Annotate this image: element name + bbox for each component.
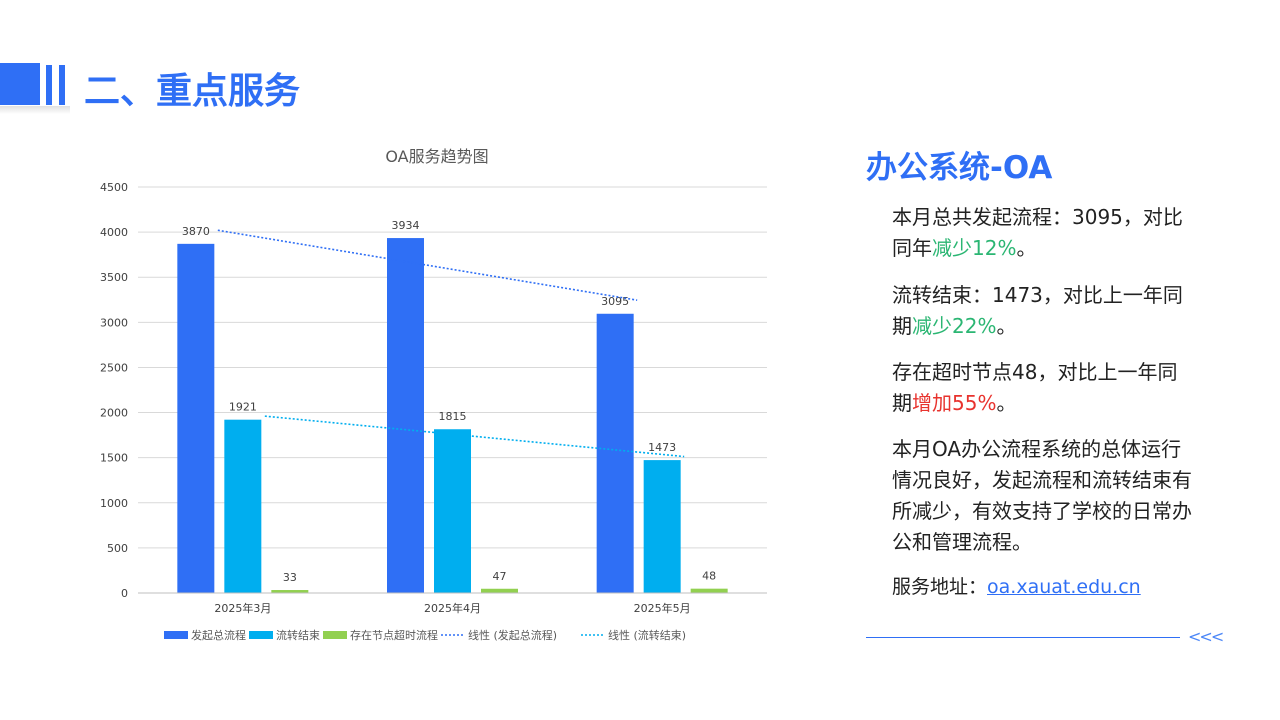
legend-label: 线性 (发起总流程) (468, 628, 557, 642)
header-shadow (0, 106, 70, 114)
y-tick-label: 2000 (100, 407, 128, 420)
legend-label: 线性 (流转结束) (608, 628, 686, 642)
data-label: 3870 (182, 225, 210, 238)
bar (434, 429, 471, 593)
y-tick-label: 500 (107, 542, 128, 555)
data-label: 1921 (229, 401, 257, 414)
legend-swatch (249, 631, 273, 639)
bar (271, 590, 309, 593)
stat-paragraph-initiated: 本月总共发起流程：3095，对比同年减少12%。 (892, 202, 1192, 264)
header-accent-block (0, 63, 40, 105)
data-label: 3095 (601, 295, 629, 308)
service-address: 服务地址：oa.xauat.edu.cn (892, 572, 1141, 599)
stat-tail: 。 (1016, 236, 1037, 260)
legend-label: 流转结束 (276, 628, 320, 642)
legend-swatch (164, 631, 188, 639)
stat-text: 存在超时节点48，对比上一年同期 (892, 360, 1178, 415)
y-tick-label: 4500 (100, 181, 128, 194)
data-label: 1473 (648, 441, 676, 454)
y-tick-label: 3000 (100, 316, 128, 329)
data-label: 3934 (392, 219, 420, 232)
stat-change-decrease: 减少12% (932, 236, 1017, 260)
bar (596, 313, 634, 593)
legend-label: 存在节点超时流程 (350, 628, 438, 642)
data-label: 48 (702, 570, 716, 583)
data-label: 33 (283, 571, 297, 584)
y-tick-label: 3500 (100, 271, 128, 284)
x-tick-label: 2025年4月 (424, 601, 481, 615)
y-tick-label: 0 (121, 587, 128, 600)
service-address-label: 服务地址： (892, 576, 988, 598)
data-label: 47 (493, 570, 507, 583)
stat-text: 流转结束：1473，对比上一年同期 (892, 283, 1183, 338)
header-accent-bar (59, 65, 65, 105)
bar (690, 588, 728, 593)
bar (177, 243, 215, 593)
decorative-line (866, 637, 1180, 638)
stat-text: 本月总共发起流程：3095，对比同年 (892, 205, 1183, 260)
stat-tail: 。 (996, 314, 1017, 338)
service-address-link[interactable]: oa.xauat.edu.cn (987, 576, 1141, 598)
legend-swatch (323, 631, 347, 639)
y-tick-label: 2500 (100, 361, 128, 374)
trendline (217, 229, 638, 301)
oa-trend-chart: OA服务趋势图 0 500 1000 1500 2000 2500 3000 3500 4000 4… (100, 147, 767, 642)
x-tick-label: 2025年5月 (634, 601, 691, 615)
stat-change-decrease: 减少22% (912, 314, 997, 338)
summary-paragraph: 本月OA办公流程系统的总体运行情况良好，发起流程和流转结束有所减少，有效支持了学… (892, 437, 1192, 554)
y-tick-label: 1000 (100, 497, 128, 510)
chart-title: OA服务趋势图 (385, 147, 488, 166)
bar (387, 238, 424, 593)
y-tick-label: 1500 (100, 452, 128, 465)
stat-change-increase: 增加55% (912, 391, 997, 415)
x-tick-label: 2025年3月 (214, 601, 271, 615)
page-title: 二、重点服务 (84, 71, 301, 112)
stat-paragraph-finished: 流转结束：1473，对比上一年同期减少22%。 (892, 280, 1192, 342)
data-label: 1815 (439, 410, 467, 423)
side-title: 办公系统-OA (866, 150, 1053, 186)
stat-paragraph-timeout: 存在超时节点48，对比上一年同期增加55%。 (892, 357, 1192, 419)
header-accent-bar (46, 65, 52, 105)
bar (224, 419, 262, 593)
legend-label: 发起总流程 (191, 628, 246, 642)
bar (643, 460, 681, 593)
chevron-left-icon: <<< (1188, 627, 1224, 646)
bar (481, 588, 518, 593)
y-tick-label: 4000 (100, 226, 128, 239)
stat-tail: 。 (996, 391, 1017, 415)
